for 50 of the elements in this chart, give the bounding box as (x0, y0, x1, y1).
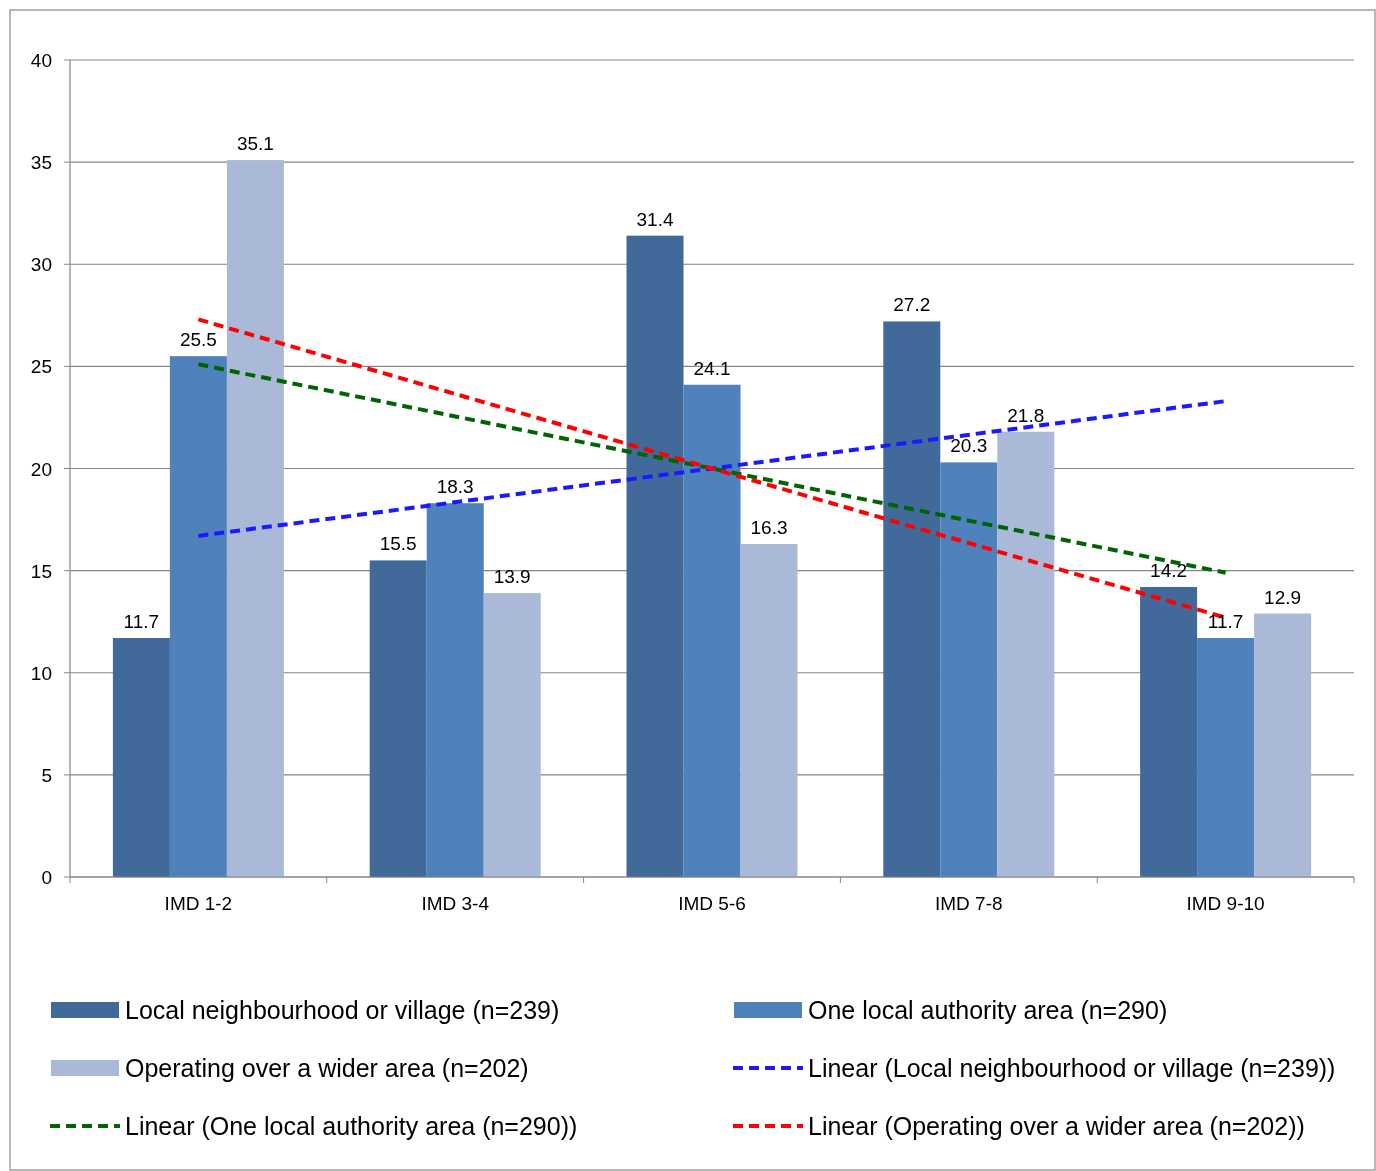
bar (1197, 638, 1255, 877)
data-label: 27.2 (893, 294, 931, 316)
legend-label: Operating over a wider area (n=202) (125, 1054, 529, 1082)
bar (483, 593, 541, 877)
legend-label: Linear (Local neighbourhood or village (n=239)) (808, 1054, 1336, 1082)
bar (626, 235, 684, 877)
y-tick-label: 5 (41, 764, 52, 786)
data-label: 35.1 (236, 133, 274, 155)
data-label: 11.7 (123, 611, 160, 633)
bar (997, 431, 1055, 877)
y-tick-label: 20 (30, 458, 52, 480)
data-label: 11.7 (1207, 611, 1244, 633)
y-tick-label: 25 (30, 356, 52, 378)
data-label: 20.3 (950, 435, 988, 457)
legend-label: Linear (One local authority area (n=290)) (125, 1112, 578, 1140)
data-label: 13.9 (493, 566, 531, 588)
bar (740, 544, 798, 877)
data-label: 21.8 (1007, 404, 1045, 426)
bar (112, 638, 170, 877)
y-tick-label: 35 (30, 152, 52, 174)
x-tick-label: IMD 7-8 (935, 893, 1003, 914)
data-label: 14.2 (1150, 559, 1188, 581)
y-tick-label: 0 (41, 867, 52, 888)
data-label: 25.5 (179, 329, 217, 351)
data-label: 24.1 (693, 357, 731, 379)
data-label: 15.5 (379, 533, 417, 555)
bar (683, 384, 741, 877)
bar (883, 321, 941, 877)
bar (426, 503, 484, 877)
y-tick-label: 40 (30, 50, 52, 71)
y-tick-label: 15 (30, 560, 52, 582)
data-label: 12.9 (1264, 586, 1302, 608)
legend-label: One local authority area (n=290) (808, 996, 1168, 1024)
bar (1254, 613, 1312, 877)
bar (940, 462, 998, 877)
x-tick-label: IMD 5-6 (678, 893, 746, 914)
bar (369, 560, 427, 877)
bar (226, 160, 284, 877)
legend-label: Linear (Operating over a wider area (n=202)) (808, 1112, 1305, 1140)
data-label: 31.4 (636, 208, 674, 230)
bar (1140, 586, 1198, 877)
x-tick-label: IMD 9-10 (1186, 893, 1265, 914)
x-tick-label: IMD 3-4 (421, 893, 490, 914)
x-tick-label: IMD 1-2 (164, 893, 233, 914)
data-label: 16.3 (750, 517, 788, 539)
y-tick-label: 30 (30, 254, 52, 276)
data-label: 18.3 (436, 476, 474, 498)
bar (169, 356, 227, 877)
legend-label: Local neighbourhood or village (n=239) (125, 996, 560, 1024)
y-tick-label: 10 (30, 662, 52, 684)
